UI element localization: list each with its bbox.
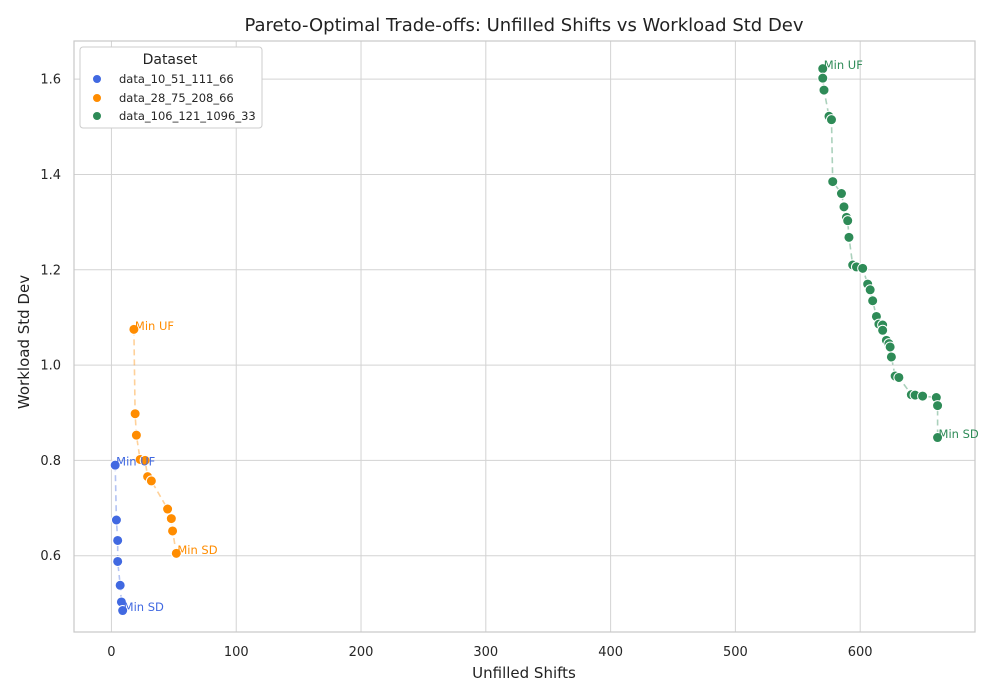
frontier-lines (114, 68, 939, 611)
data-point (165, 513, 177, 525)
data-point (932, 400, 944, 412)
annotation-label: Min SD (939, 427, 979, 441)
data-point (877, 324, 889, 336)
annotation-label: Min UF (135, 319, 174, 333)
tick-labels: 0 100 200 300 400 500 600 0.6 0.8 1.0 1.2 1.4 1.6 (40, 73, 872, 660)
data-point (139, 454, 151, 466)
data-point (857, 262, 869, 274)
annotation-label: Min SD (124, 600, 164, 614)
data-point (112, 534, 124, 546)
data-point (109, 459, 121, 471)
annotations: Min UF Min SD Min UF Min SD Min UF Min SD (116, 58, 979, 614)
x-tick-label: 200 (349, 645, 374, 660)
legend-box (79, 46, 263, 129)
data-point (932, 432, 944, 444)
legend-label-series-2: data_28_75_208_66 (119, 91, 234, 105)
data-point (827, 176, 839, 188)
annotation-label: Min UF (116, 455, 155, 469)
data-point (128, 323, 140, 335)
data-point (817, 72, 829, 84)
data-point (835, 188, 847, 200)
data-point (130, 429, 142, 441)
x-tick-label: 500 (723, 645, 748, 660)
data-point (917, 390, 929, 402)
data-point (867, 295, 879, 307)
data-point (825, 114, 837, 126)
x-tick-label: 600 (848, 645, 873, 660)
x-tick-label: 400 (598, 645, 623, 660)
data-point (864, 284, 876, 296)
legend-marker-series-3 (92, 111, 102, 121)
data-point (110, 514, 122, 526)
x-tick-label: 0 (107, 645, 115, 660)
legend-marker-series-2 (92, 93, 102, 103)
y-tick-label: 0.8 (40, 454, 61, 469)
legend-marker-series-1 (92, 74, 102, 84)
y-tick-label: 1.2 (40, 263, 61, 278)
data-point (112, 555, 124, 567)
data-point (818, 84, 830, 96)
x-tick-label: 100 (224, 645, 249, 660)
annotation-label: Min SD (177, 543, 217, 557)
plot-frame (73, 40, 976, 633)
data-point (117, 605, 129, 617)
data-points (109, 63, 944, 617)
y-tick-label: 1.6 (40, 73, 61, 88)
data-point (170, 547, 182, 559)
data-point (893, 371, 905, 383)
y-tick-label: 1.4 (40, 168, 61, 183)
annotation-label: Min UF (824, 58, 863, 72)
data-point (167, 525, 179, 537)
data-point (145, 475, 157, 487)
data-point (129, 408, 141, 420)
data-point (162, 503, 174, 515)
data-point (842, 215, 854, 227)
legend-label-series-3: data_106_121_1096_33 (119, 109, 256, 123)
data-point (114, 579, 126, 591)
y-tick-label: 0.6 (40, 549, 61, 564)
chart-title: Pareto-Optimal Trade-offs: Unfilled Shif… (244, 15, 803, 36)
data-point (838, 201, 850, 213)
legend-label-series-1: data_10_51_111_66 (119, 72, 234, 86)
data-point (843, 231, 855, 243)
legend-title: Dataset (143, 52, 198, 68)
frontier-line-series-3 (821, 68, 939, 438)
x-axis-label: Unfilled Shifts (472, 664, 576, 682)
x-tick-label: 300 (473, 645, 498, 660)
y-axis-label: Workload Std Dev (15, 275, 33, 409)
data-point (884, 341, 896, 353)
data-point (885, 351, 897, 363)
legend: Dataset data_10_51_111_66 data_28_75_208… (79, 46, 263, 129)
y-tick-label: 1.0 (40, 359, 61, 374)
plot-border (73, 40, 976, 633)
